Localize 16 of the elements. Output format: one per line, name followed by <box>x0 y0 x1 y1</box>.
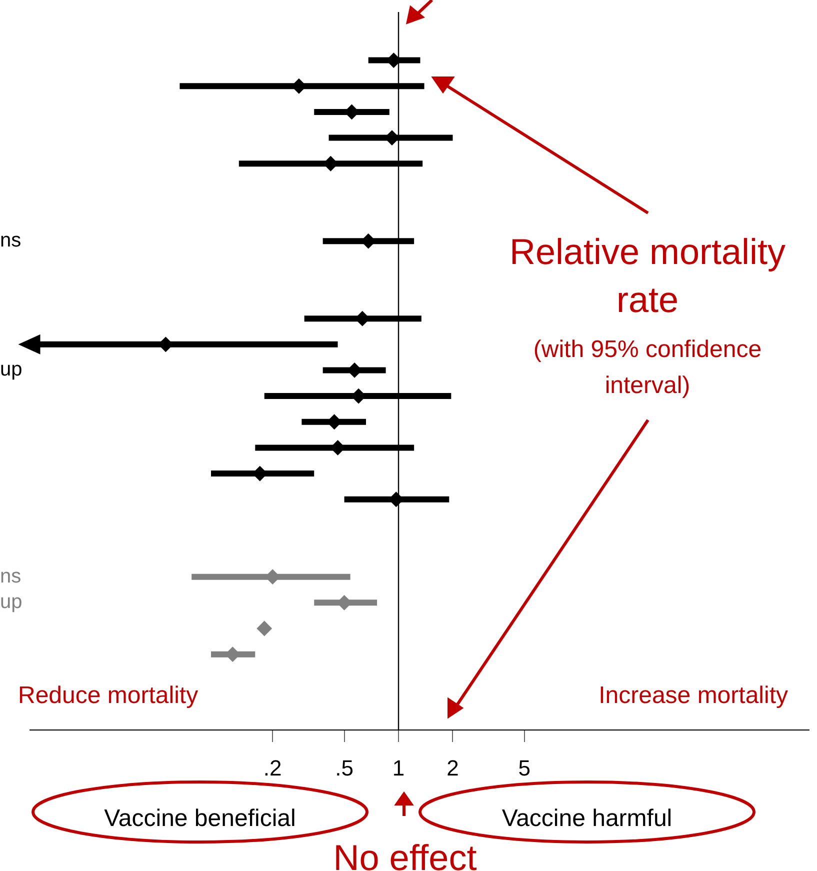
x-tick-label: .5 <box>335 755 354 780</box>
x-tick-label: 1 <box>392 755 405 780</box>
y-tick-label: up <box>0 591 22 614</box>
x-tick-label: 2 <box>446 755 459 780</box>
text: No effect <box>332 836 478 871</box>
annotation: (with 95% confidence interval) <box>532 335 763 401</box>
text: Vaccine harmful <box>502 805 672 832</box>
x-tick-label: 5 <box>518 755 531 780</box>
x-tick-label: .2 <box>263 755 282 780</box>
y-tick-label: ns <box>0 565 22 588</box>
annotation: Relative mortality rate <box>508 230 787 322</box>
y-tick-label: ns <box>0 230 22 252</box>
text: Increase mortality <box>598 681 788 711</box>
y-tick-label: up <box>0 358 22 381</box>
text: Vaccine beneficial <box>104 805 296 832</box>
text: Reduce mortality <box>18 681 198 711</box>
